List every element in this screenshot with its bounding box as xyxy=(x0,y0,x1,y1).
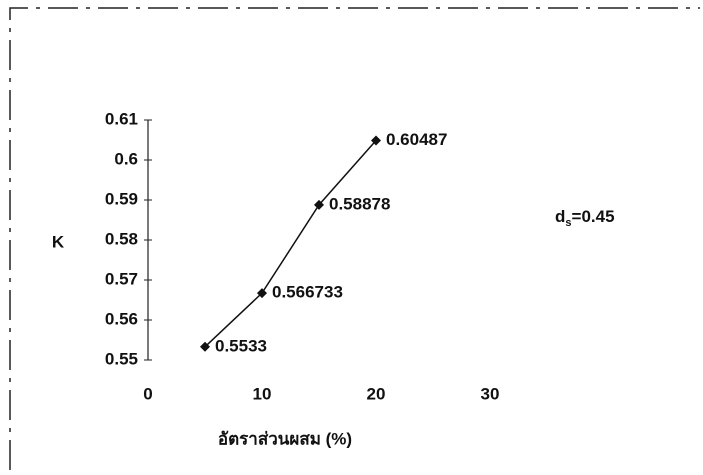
series-line xyxy=(205,141,376,347)
y-axis-label: K xyxy=(52,232,65,251)
y-tick-label: 0.6 xyxy=(114,149,138,168)
y-tick-label: 0.56 xyxy=(105,309,138,328)
annotation-base: d xyxy=(555,207,565,226)
data-label: 0.566733 xyxy=(272,283,343,302)
annotation-rest: =0.45 xyxy=(572,207,615,226)
data-label: 0.58878 xyxy=(329,194,390,213)
x-axis-label: อัตราส่วนผสม (%) xyxy=(218,429,352,448)
y-tick-label: 0.59 xyxy=(105,189,138,208)
x-tick-label: 30 xyxy=(481,384,500,403)
x-tick-label: 0 xyxy=(143,384,152,403)
chart: K อัตราส่วนผสม (%) ds=0.45 0.55 0.56 0.57 0… xyxy=(0,0,703,475)
y-tick-label: 0.61 xyxy=(105,109,138,128)
y-tick-label: 0.55 xyxy=(105,349,138,368)
x-tick-label: 10 xyxy=(253,384,272,403)
data-label: 0.60487 xyxy=(386,130,447,149)
y-tick-label: 0.58 xyxy=(105,229,138,248)
data-label: 0.5533 xyxy=(215,336,267,355)
y-tick-label: 0.57 xyxy=(105,269,138,288)
annotation: ds=0.45 xyxy=(555,207,615,228)
x-tick-label: 20 xyxy=(367,384,386,403)
